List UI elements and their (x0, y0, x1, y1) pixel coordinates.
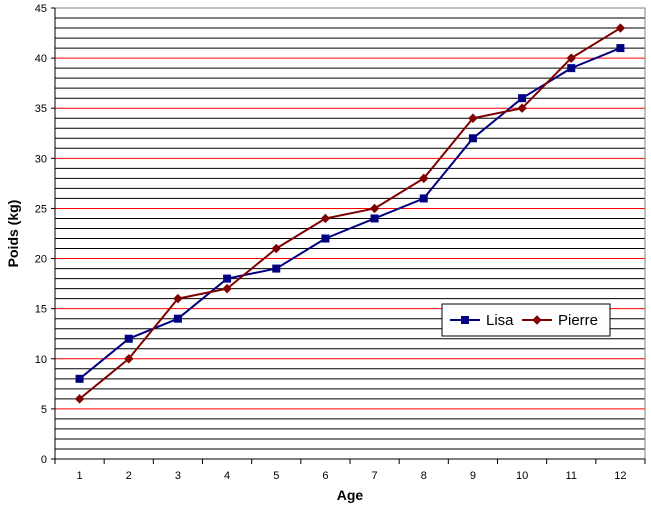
data-point-pierre (468, 113, 478, 123)
y-tick-label: 30 (35, 153, 47, 165)
y-tick-label: 45 (35, 3, 47, 15)
x-tick-label: 2 (126, 470, 132, 482)
data-point-lisa (567, 64, 576, 73)
data-point-lisa (370, 214, 379, 223)
data-point-pierre (222, 283, 232, 294)
y-axis-ticks: 0 5 10 15 20 25 30 35 40 45 (35, 3, 55, 466)
legend-marker (532, 315, 542, 325)
x-tick-label: 3 (175, 470, 181, 482)
data-point-pierre (271, 243, 281, 254)
y-tick-label: 25 (35, 203, 47, 215)
data-point-lisa (518, 94, 527, 103)
legend-entry-lisa: Lisa (450, 312, 514, 329)
legend-entry-pierre: Pierre (522, 312, 598, 329)
series-line-lisa (78, 47, 621, 380)
x-tick-label: 6 (322, 470, 328, 482)
data-point-pierre (124, 354, 134, 364)
series-lisa (75, 44, 625, 383)
y-tick-label: 20 (35, 254, 47, 266)
data-point-lisa (223, 274, 232, 283)
data-point-lisa (321, 234, 330, 243)
data-point-pierre (566, 53, 576, 63)
y-tick-label: 0 (41, 454, 47, 466)
series-pierre (74, 23, 626, 404)
data-point-pierre (369, 203, 380, 214)
data-point-pierre (320, 213, 331, 224)
x-tick-label: 10 (516, 470, 528, 482)
legend-label: Lisa (486, 312, 514, 329)
data-point-pierre (517, 103, 527, 113)
data-point-lisa (272, 264, 281, 273)
series-line-pierre (78, 27, 621, 400)
x-tick-label: 8 (421, 470, 427, 482)
legend-label: Pierre (558, 312, 598, 329)
x-axis-title: Age (337, 487, 364, 503)
y-tick-label: 40 (35, 53, 47, 65)
x-tick-label: 11 (566, 470, 577, 482)
x-tick-label: 1 (77, 470, 83, 482)
minor-gridlines (55, 17, 645, 450)
x-axis-ticks: 1 2 3 4 5 6 7 8 9 10 11 12 (54, 459, 646, 482)
y-tick-label: 15 (35, 304, 47, 316)
y-axis-title: Poids (kg) (5, 200, 21, 268)
major-gridlines (55, 7, 645, 460)
data-point-lisa (124, 334, 133, 343)
x-tick-label: 4 (224, 470, 230, 482)
data-point-lisa (75, 374, 84, 383)
data-point-pierre (173, 293, 183, 304)
plot-area (54, 7, 646, 460)
y-tick-label: 10 (35, 354, 47, 366)
x-tick-label: 12 (614, 470, 626, 482)
y-tick-label: 35 (35, 103, 47, 115)
data-point-lisa (173, 314, 182, 323)
x-tick-label: 7 (372, 470, 378, 482)
data-point-lisa (419, 194, 428, 203)
x-tick-label: 5 (273, 470, 279, 482)
data-point-pierre (419, 173, 429, 184)
data-point-pierre (74, 394, 85, 404)
data-point-pierre (615, 23, 626, 33)
data-point-lisa (468, 134, 477, 143)
data-point-lisa (616, 44, 625, 53)
x-tick-label: 9 (470, 470, 476, 482)
legend-marker (461, 316, 469, 324)
y-tick-label: 5 (41, 404, 47, 416)
legend: Lisa Pierre (441, 303, 611, 337)
series-layer (74, 23, 626, 404)
axes (54, 8, 645, 460)
